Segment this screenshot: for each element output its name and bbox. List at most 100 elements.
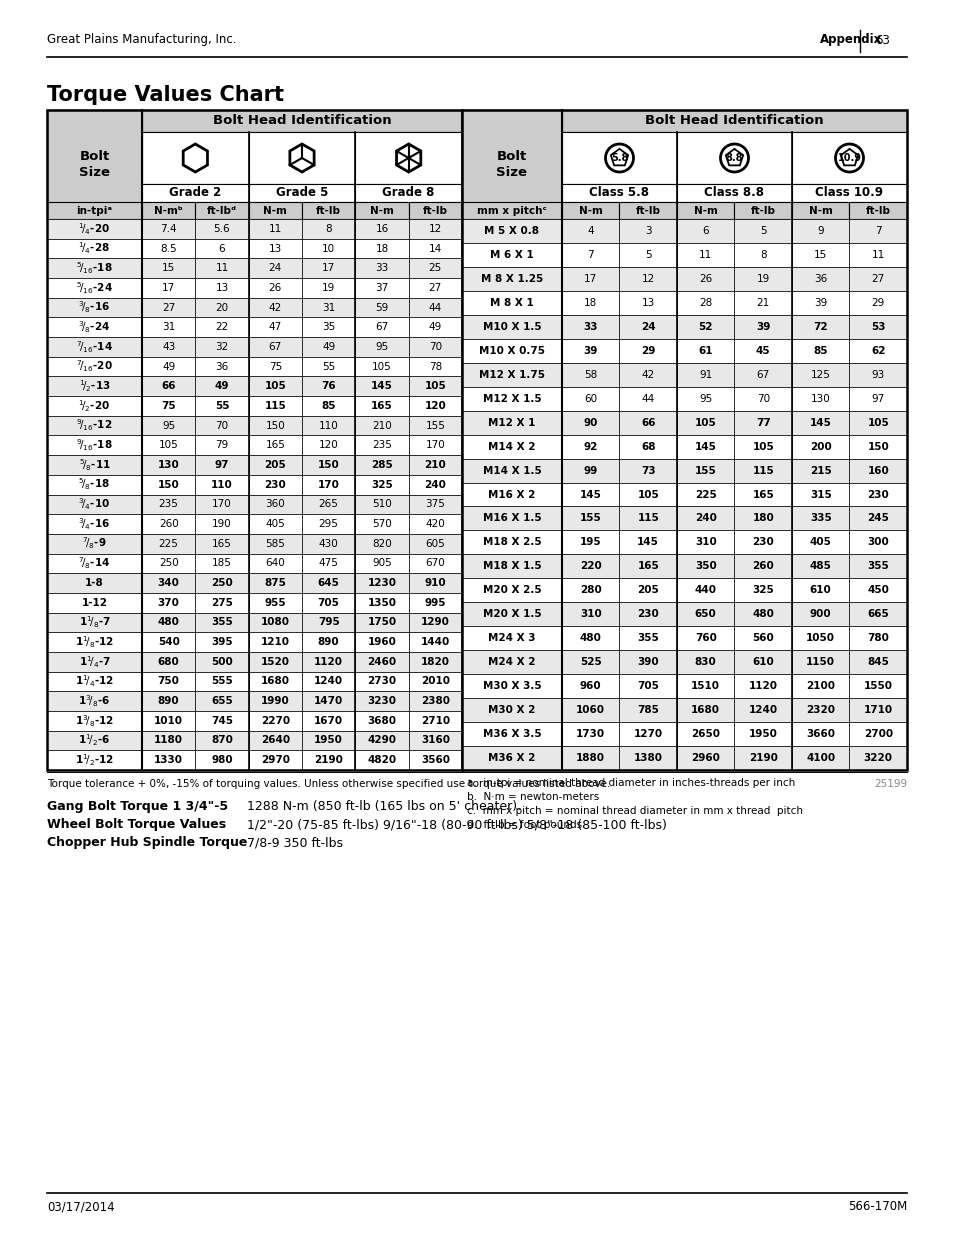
Bar xyxy=(618,219,677,243)
Bar xyxy=(408,553,461,573)
Text: 8.5: 8.5 xyxy=(160,243,177,253)
Bar xyxy=(408,731,461,751)
Text: 170: 170 xyxy=(212,499,232,509)
Bar xyxy=(47,553,142,573)
Bar xyxy=(249,652,302,672)
Bar xyxy=(47,357,142,377)
Bar xyxy=(302,337,355,357)
Text: 31: 31 xyxy=(162,322,175,332)
Text: 1/2"-20 (75-85 ft-lbs) 9/16"-18 (80-90 ft-lbs) 5/8"-18 (85-100 ft-lbs): 1/2"-20 (75-85 ft-lbs) 9/16"-18 (80-90 f… xyxy=(247,818,666,831)
Text: 1510: 1510 xyxy=(691,682,720,692)
Bar xyxy=(677,531,734,555)
Bar xyxy=(249,298,302,317)
Text: 2730: 2730 xyxy=(367,677,396,687)
Text: 540: 540 xyxy=(157,637,179,647)
Bar xyxy=(47,416,142,436)
Bar xyxy=(408,317,461,337)
Bar xyxy=(677,435,734,458)
Text: 4: 4 xyxy=(587,226,594,236)
Text: 125: 125 xyxy=(810,369,830,379)
Bar xyxy=(142,573,195,593)
Text: 66: 66 xyxy=(640,417,655,427)
Text: 1210: 1210 xyxy=(260,637,290,647)
Bar xyxy=(355,573,408,593)
Bar xyxy=(47,278,142,298)
Text: 26: 26 xyxy=(269,283,282,293)
Bar xyxy=(734,626,791,650)
Text: 24: 24 xyxy=(640,322,655,332)
Text: M 6 X 1: M 6 X 1 xyxy=(490,249,534,259)
Bar xyxy=(302,573,355,593)
Bar xyxy=(791,578,848,603)
Text: Grade 8: Grade 8 xyxy=(382,186,435,200)
Bar xyxy=(618,555,677,578)
Text: Grade 5: Grade 5 xyxy=(275,186,328,200)
Bar xyxy=(195,278,249,298)
Text: 97: 97 xyxy=(214,459,229,471)
Text: 13: 13 xyxy=(215,283,229,293)
Text: 3230: 3230 xyxy=(367,697,396,706)
Bar xyxy=(355,258,408,278)
Text: 1-12: 1-12 xyxy=(81,598,108,608)
Text: 1$^3\!/_8$-6: 1$^3\!/_8$-6 xyxy=(78,693,111,709)
Text: 475: 475 xyxy=(318,558,338,568)
Bar xyxy=(408,377,461,396)
Text: $^3\!/_8$-24: $^3\!/_8$-24 xyxy=(78,320,111,335)
Bar xyxy=(677,291,734,315)
Bar xyxy=(848,267,906,291)
Bar xyxy=(47,652,142,672)
Text: 355: 355 xyxy=(866,562,888,572)
Bar xyxy=(734,411,791,435)
Text: 42: 42 xyxy=(641,369,654,379)
Text: 1730: 1730 xyxy=(576,729,604,739)
Text: 19: 19 xyxy=(322,283,335,293)
Bar xyxy=(302,731,355,751)
Bar xyxy=(195,731,249,751)
Bar xyxy=(734,219,791,243)
Text: 2270: 2270 xyxy=(260,716,290,726)
Bar xyxy=(408,534,461,553)
Bar xyxy=(461,338,561,363)
Bar xyxy=(47,110,142,219)
Bar xyxy=(618,291,677,315)
Text: 5: 5 xyxy=(644,249,651,259)
Text: 53: 53 xyxy=(870,322,884,332)
Text: $^5\!/_8$-18: $^5\!/_8$-18 xyxy=(78,477,111,493)
Text: Bolt Head Identification: Bolt Head Identification xyxy=(644,115,823,127)
Text: Grade 2: Grade 2 xyxy=(169,186,221,200)
Text: 17: 17 xyxy=(162,283,175,293)
Bar xyxy=(848,338,906,363)
Bar xyxy=(142,494,195,514)
Text: 1120: 1120 xyxy=(314,657,343,667)
Text: 10: 10 xyxy=(322,243,335,253)
Text: 85: 85 xyxy=(321,401,335,411)
Bar xyxy=(791,722,848,746)
Bar xyxy=(249,337,302,357)
Text: 1$^1\!/_4$-12: 1$^1\!/_4$-12 xyxy=(75,673,113,689)
Text: $^7\!/_{16}$-20: $^7\!/_{16}$-20 xyxy=(76,359,112,374)
Bar xyxy=(618,458,677,483)
Bar xyxy=(791,626,848,650)
Text: 2010: 2010 xyxy=(420,677,450,687)
Bar xyxy=(408,396,461,416)
Bar xyxy=(47,593,142,613)
Text: 960: 960 xyxy=(579,682,601,692)
Text: Bolt Head Identification: Bolt Head Identification xyxy=(213,115,391,127)
Bar xyxy=(195,652,249,672)
Bar xyxy=(47,219,142,238)
Text: $^9\!/_{16}$-12: $^9\!/_{16}$-12 xyxy=(76,417,112,433)
Bar xyxy=(561,555,618,578)
Text: 5.8: 5.8 xyxy=(610,153,627,163)
Bar xyxy=(249,672,302,692)
Bar xyxy=(355,711,408,731)
Bar xyxy=(461,435,561,458)
Bar xyxy=(618,435,677,458)
Text: 95: 95 xyxy=(699,394,712,404)
Bar xyxy=(408,593,461,613)
Bar xyxy=(302,416,355,436)
Bar xyxy=(677,483,734,506)
Bar xyxy=(355,652,408,672)
Bar xyxy=(461,291,561,315)
Text: ft-lb: ft-lb xyxy=(750,205,775,215)
Text: 785: 785 xyxy=(637,705,659,715)
